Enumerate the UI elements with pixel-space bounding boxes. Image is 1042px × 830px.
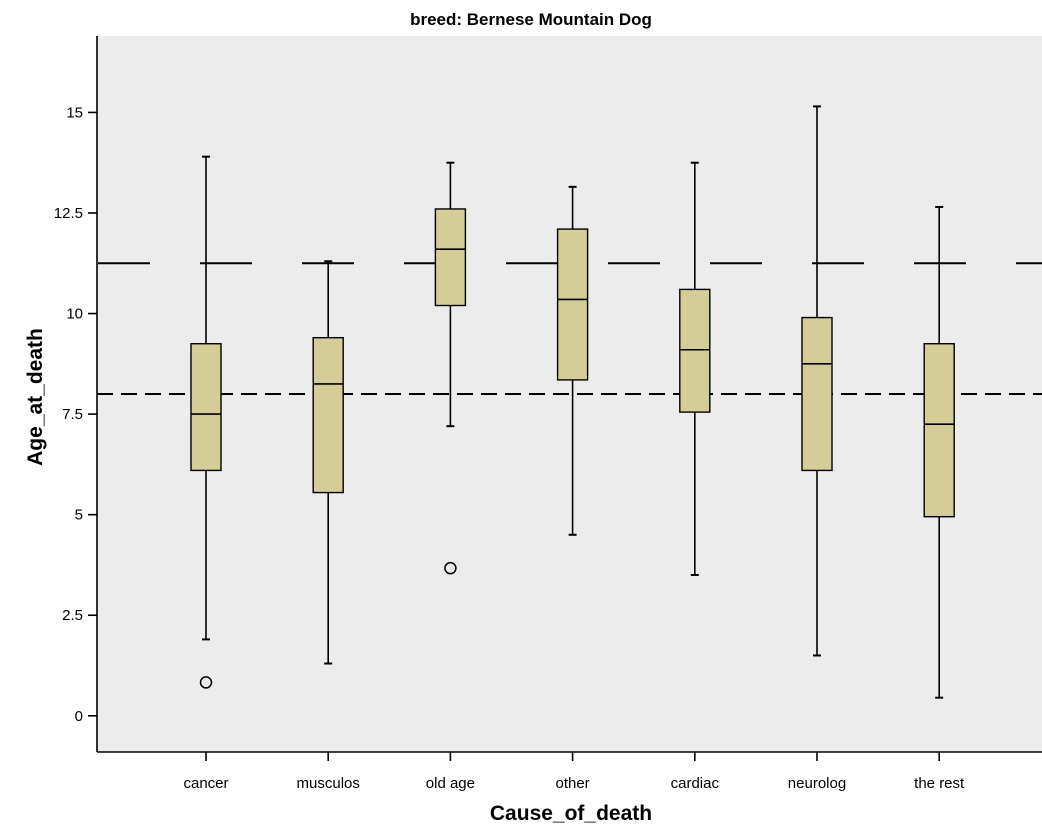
boxes (190, 105, 955, 699)
y-tick-label: 2.5 (62, 607, 83, 624)
x-tick-label: musculos (297, 775, 360, 792)
box-musculos (312, 260, 344, 665)
box-other (556, 185, 589, 536)
box-iqr (556, 228, 589, 381)
y-axis: 0 2.5 5 7.5 10 12.5 15 (54, 36, 98, 752)
x-tick-label: the rest (914, 775, 965, 792)
box-cancer (190, 155, 222, 689)
box-neurolog (801, 105, 833, 657)
x-tick-label: old age (426, 775, 475, 792)
x-tick-label: other (555, 775, 589, 792)
box-the-rest (923, 205, 955, 699)
y-tick-label: 10 (66, 306, 83, 323)
y-tick-label: 0 (75, 708, 83, 725)
y-tick-label: 12.5 (54, 205, 83, 222)
box-iqr (679, 288, 711, 413)
box-cardiac (679, 161, 711, 577)
box-old-age (434, 161, 467, 575)
box-iqr (190, 343, 222, 472)
box-iqr (434, 208, 467, 307)
x-axis: cancer musculos old age other cardiac neurolo… (97, 751, 1042, 792)
outlier-point (444, 561, 457, 575)
box-iqr (312, 336, 344, 494)
x-tick-label: neurolog (788, 775, 846, 792)
x-tick-label: cardiac (671, 775, 720, 792)
x-axis-label: Cause_of_death (490, 802, 652, 825)
box-iqr (923, 343, 955, 518)
chart-title: breed: Bernese Mountain Dog (410, 10, 652, 29)
x-tick-label: cancer (183, 775, 228, 792)
y-axis-label: Age_at_death (24, 328, 47, 466)
reference-lines (97, 262, 1042, 395)
y-tick-label: 7.5 (62, 406, 83, 423)
y-tick-label: 15 (66, 104, 83, 121)
box-iqr (801, 316, 833, 472)
outlier-point (199, 676, 213, 689)
y-tick-label: 5 (75, 507, 83, 524)
